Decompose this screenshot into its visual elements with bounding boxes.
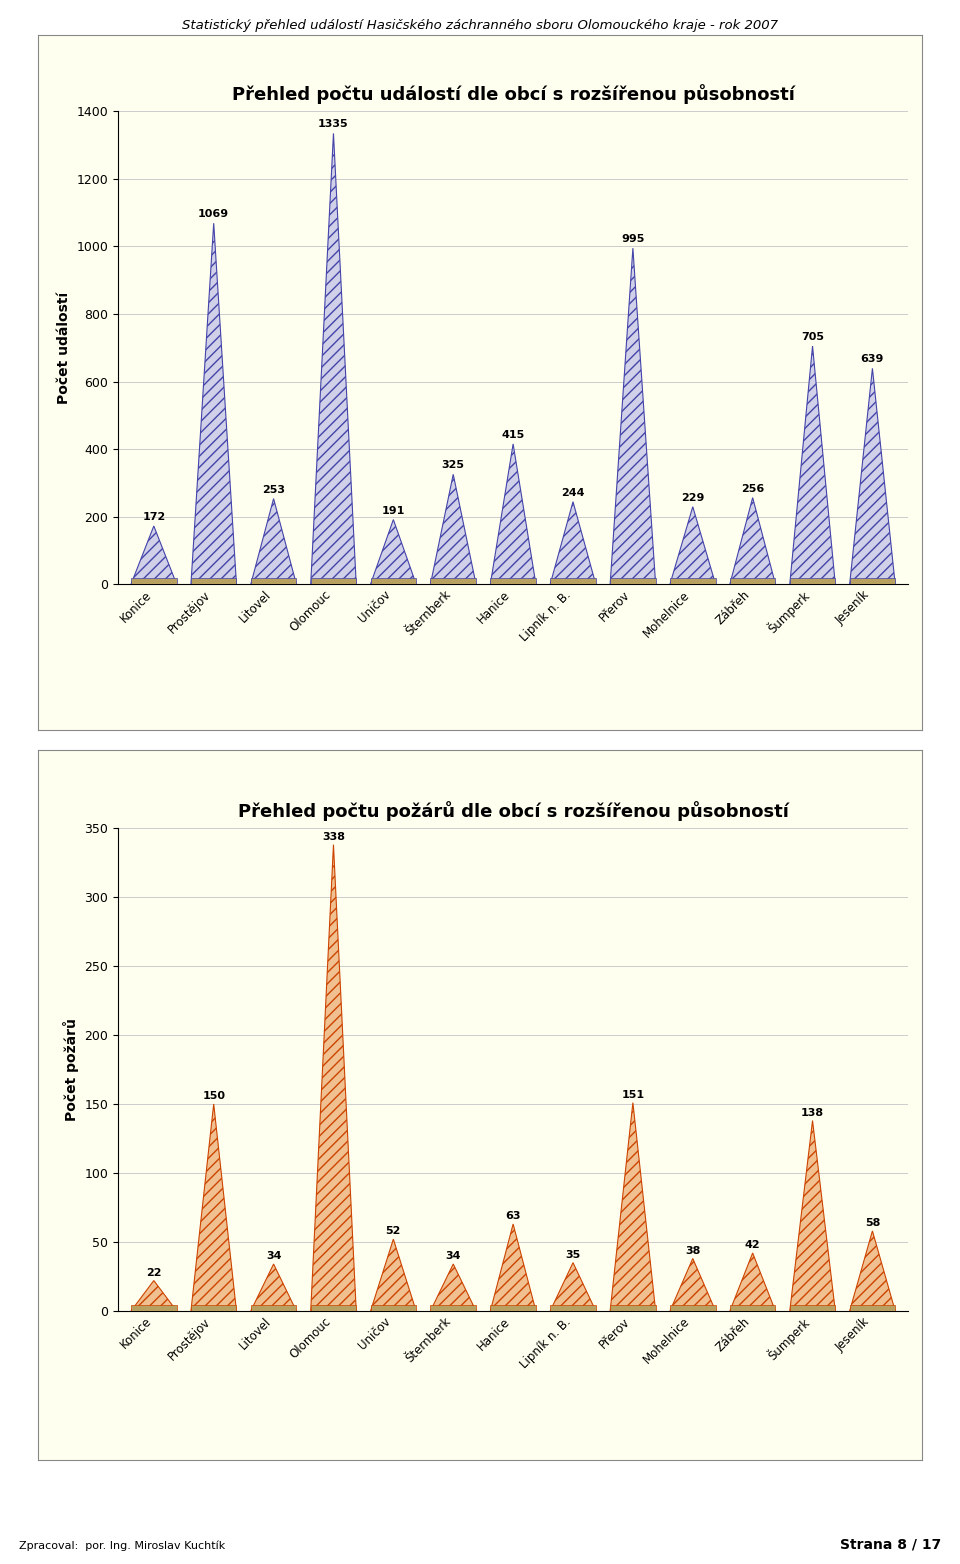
Polygon shape <box>611 1103 656 1311</box>
Text: 150: 150 <box>203 1092 226 1101</box>
Text: 1069: 1069 <box>198 210 229 219</box>
Bar <box>251 579 297 583</box>
Text: 34: 34 <box>445 1251 461 1261</box>
Title: Přehled počtu událostí dle obcí s rozšířenou působností: Přehled počtu událostí dle obcí s rozšíř… <box>231 84 795 105</box>
Title: Přehled počtu požárů dle obcí s rozšířenou působností: Přehled počtu požárů dle obcí s rozšířen… <box>238 801 788 821</box>
Polygon shape <box>191 224 236 583</box>
Text: Strana 8 / 17: Strana 8 / 17 <box>840 1537 941 1551</box>
Polygon shape <box>550 502 596 583</box>
Polygon shape <box>132 526 177 583</box>
Bar <box>191 1304 236 1311</box>
Text: 338: 338 <box>322 832 345 841</box>
Bar <box>191 579 236 583</box>
Text: 705: 705 <box>801 332 824 343</box>
Text: 415: 415 <box>501 430 525 439</box>
Bar <box>611 1304 656 1311</box>
Text: 172: 172 <box>142 511 165 522</box>
Text: 1335: 1335 <box>318 119 348 130</box>
Text: 995: 995 <box>621 235 644 244</box>
Text: 38: 38 <box>685 1245 701 1256</box>
Text: 22: 22 <box>146 1268 161 1278</box>
Bar <box>550 579 596 583</box>
Text: 151: 151 <box>621 1090 644 1099</box>
Bar <box>132 579 177 583</box>
Bar <box>430 1304 476 1311</box>
Text: 58: 58 <box>865 1218 880 1228</box>
Polygon shape <box>670 1259 715 1311</box>
Bar <box>611 579 656 583</box>
Polygon shape <box>371 1239 416 1311</box>
Bar <box>311 1304 356 1311</box>
Polygon shape <box>730 497 776 583</box>
Polygon shape <box>850 369 895 583</box>
Polygon shape <box>191 1104 236 1311</box>
Polygon shape <box>430 474 476 583</box>
Text: 63: 63 <box>505 1211 521 1221</box>
Polygon shape <box>730 1253 776 1311</box>
Text: Zpracoval:  por. Ing. Miroslav Kuchtík: Zpracoval: por. Ing. Miroslav Kuchtík <box>19 1541 226 1551</box>
Bar <box>430 579 476 583</box>
Polygon shape <box>311 133 356 583</box>
Bar <box>311 579 356 583</box>
Text: 325: 325 <box>442 460 465 471</box>
Y-axis label: Počet požárů: Počet požárů <box>62 1018 79 1121</box>
Text: Statistický přehled událostí Hasičského záchranného sboru Olomouckého kraje - ro: Statistický přehled událostí Hasičského … <box>182 19 778 31</box>
Text: 244: 244 <box>562 488 585 497</box>
Polygon shape <box>491 444 536 583</box>
Polygon shape <box>132 1281 177 1311</box>
Polygon shape <box>251 499 297 583</box>
Polygon shape <box>611 249 656 583</box>
Bar <box>670 1304 715 1311</box>
Text: 52: 52 <box>386 1226 401 1237</box>
Polygon shape <box>491 1225 536 1311</box>
Text: 229: 229 <box>681 493 705 502</box>
Text: 253: 253 <box>262 485 285 494</box>
Y-axis label: Počet událostí: Počet událostí <box>57 292 71 404</box>
Bar <box>850 1304 895 1311</box>
Text: 191: 191 <box>382 505 405 516</box>
Bar <box>790 579 835 583</box>
Polygon shape <box>371 519 416 583</box>
Text: 35: 35 <box>565 1250 581 1261</box>
Bar <box>670 579 715 583</box>
Polygon shape <box>850 1231 895 1311</box>
Bar <box>251 1304 297 1311</box>
Bar <box>491 579 536 583</box>
Bar <box>550 1304 596 1311</box>
Text: 639: 639 <box>861 355 884 364</box>
Bar <box>371 1304 416 1311</box>
Bar <box>491 1304 536 1311</box>
Polygon shape <box>670 507 715 583</box>
Text: 138: 138 <box>801 1107 824 1118</box>
Bar <box>730 579 776 583</box>
Polygon shape <box>430 1264 476 1311</box>
Polygon shape <box>790 346 835 583</box>
Polygon shape <box>311 845 356 1311</box>
Bar <box>790 1304 835 1311</box>
Text: 256: 256 <box>741 483 764 494</box>
Bar <box>371 579 416 583</box>
Polygon shape <box>790 1120 835 1311</box>
Text: 42: 42 <box>745 1240 760 1250</box>
Text: 34: 34 <box>266 1251 281 1261</box>
Polygon shape <box>251 1264 297 1311</box>
Bar <box>730 1304 776 1311</box>
Bar <box>850 579 895 583</box>
Polygon shape <box>550 1262 596 1311</box>
Bar <box>132 1304 177 1311</box>
